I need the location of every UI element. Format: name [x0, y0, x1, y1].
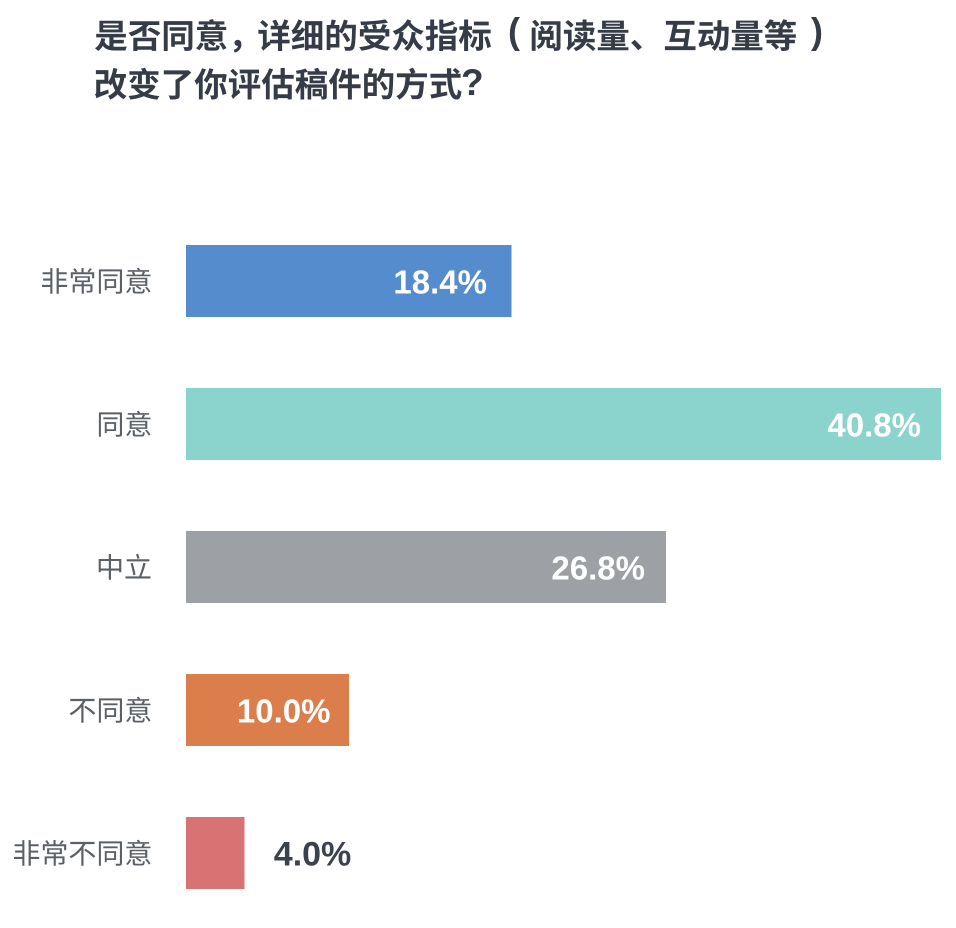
- svg-text:26.8%: 26.8%: [551, 550, 645, 587]
- svg-text:?: ?: [461, 62, 484, 103]
- svg-text:18.4%: 18.4%: [393, 264, 487, 301]
- svg-text:(: (: [508, 11, 520, 52]
- svg-text:4.0%: 4.0%: [274, 836, 352, 874]
- svg-text:40.8%: 40.8%: [827, 407, 921, 444]
- svg-text:): ): [811, 11, 823, 52]
- svg-text:10.0%: 10.0%: [237, 693, 331, 730]
